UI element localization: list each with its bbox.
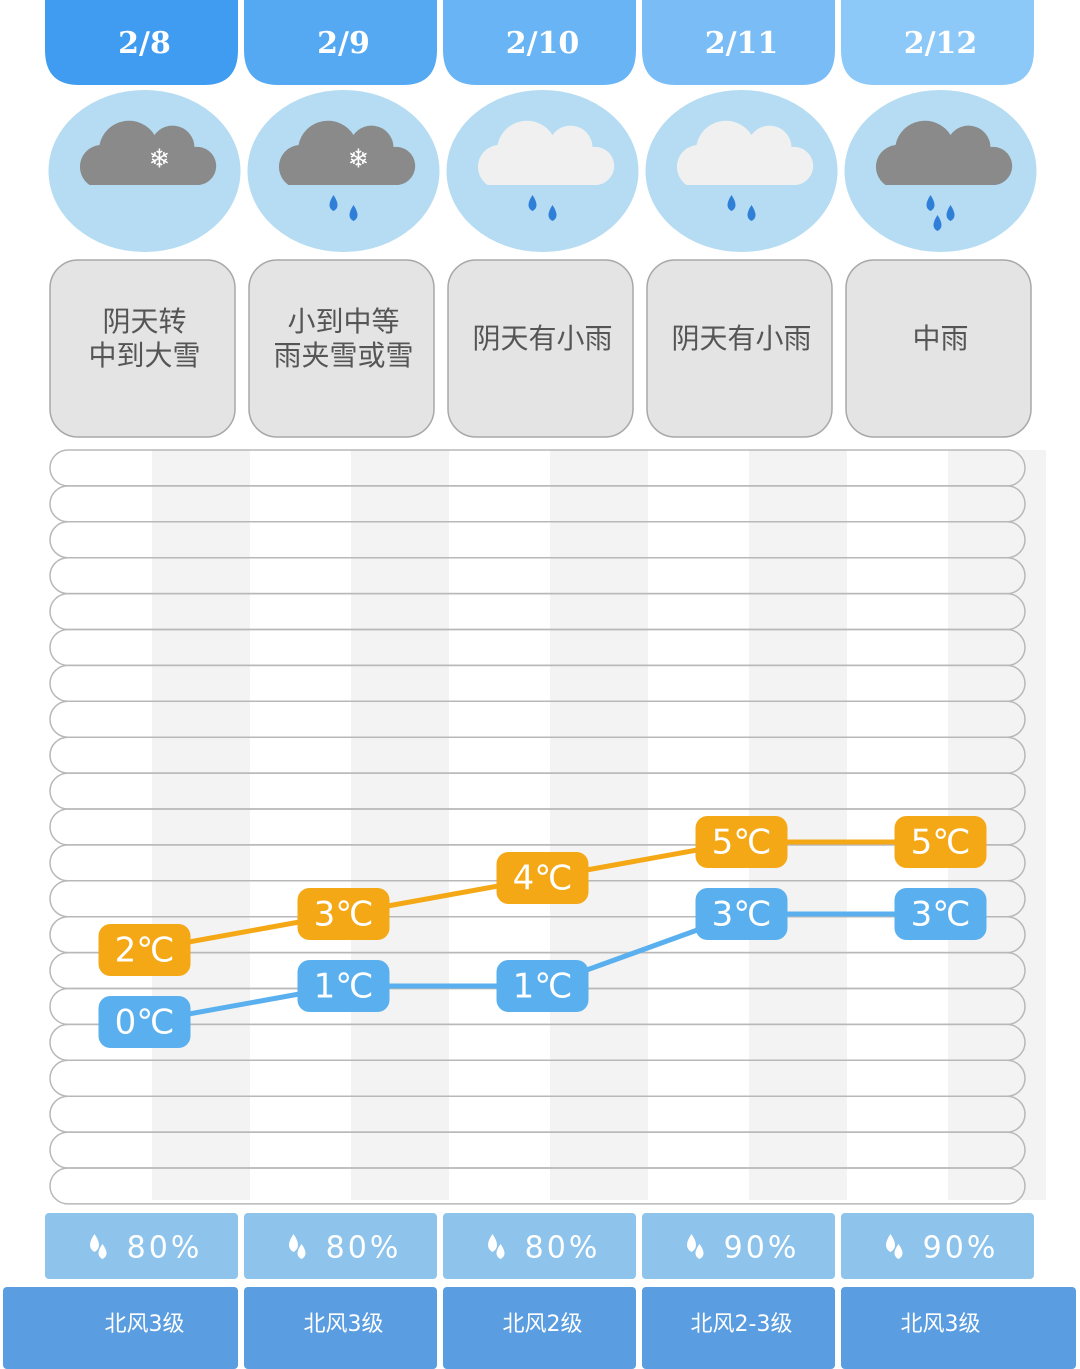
temperature-marker: [297, 960, 390, 1012]
date-label: 2/9: [317, 26, 370, 61]
temperature-marker: [695, 888, 788, 940]
date-tab: [841, 0, 1034, 85]
temperature-marker: [98, 924, 191, 976]
condition-text: 中到大雪: [88, 339, 200, 372]
drop-icon: [289, 1234, 306, 1259]
date-label: 2/8: [118, 26, 171, 61]
temperature-label: 0℃: [115, 1003, 175, 1043]
column-shade: [152, 450, 250, 1200]
temperature-marker: [894, 888, 987, 940]
date-tab: [443, 0, 636, 85]
precipitation-label: 80%: [127, 1231, 203, 1266]
temperature-marker: [496, 852, 589, 904]
rain-drop: [933, 215, 942, 231]
drop-icon: [886, 1234, 903, 1259]
snowflake: ❄: [149, 145, 171, 175]
wind-label: 北风2-3级: [691, 1312, 793, 1337]
rain-drop: [946, 205, 955, 221]
temperature-label: 1℃: [314, 967, 374, 1007]
drop-icon: [488, 1234, 505, 1259]
temperature-label: 3℃: [712, 895, 772, 935]
temperature-label: 1℃: [513, 967, 573, 1007]
precipitation-box: [841, 1213, 1034, 1279]
precipitation-box: [642, 1213, 835, 1279]
wind-box: [841, 1287, 1076, 1369]
temperature-label: 2℃: [115, 931, 175, 971]
condition-box: [49, 259, 236, 438]
column-shade: [550, 450, 648, 1200]
temperature-label: 4℃: [513, 859, 573, 899]
temperature-marker: [297, 888, 390, 940]
precipitation-box: [45, 1213, 238, 1279]
temperature-marker: [98, 996, 191, 1048]
drop-icon: [687, 1234, 704, 1259]
temperature-marker: [894, 816, 987, 868]
date-tab: [244, 0, 437, 85]
wind-label: 北风3级: [304, 1312, 384, 1337]
precipitation-box: [443, 1213, 636, 1279]
temperature-marker: [695, 816, 788, 868]
date-label: 2/11: [705, 26, 779, 61]
column-shade: [351, 450, 449, 1200]
date-label: 2/12: [904, 26, 978, 61]
condition-text: 阴天有小雨: [472, 322, 612, 355]
wind-box: [642, 1287, 835, 1369]
condition-box: [447, 259, 634, 438]
wind-box: [3, 1287, 238, 1369]
rain-drop: [926, 195, 935, 211]
temperature-marker: [496, 960, 589, 1012]
condition-text: 雨夹雪或雪: [273, 339, 413, 372]
date-tab: [642, 0, 835, 85]
rain-drop: [727, 195, 736, 211]
temperature-label: 5℃: [712, 823, 772, 863]
precipitation-label: 90%: [923, 1231, 999, 1266]
wind-box: [443, 1287, 636, 1369]
temperature-label: 3℃: [911, 895, 971, 935]
snowflake: ❄: [348, 145, 370, 175]
condition-box: [845, 259, 1032, 438]
rain-drop: [548, 205, 557, 221]
row-stripe: [49, 1167, 1026, 1205]
condition-box: [248, 259, 435, 438]
condition-text: 中雨: [912, 322, 968, 355]
temperature-label: 5℃: [911, 823, 971, 863]
wind-box: [244, 1287, 437, 1369]
temperature-label: 3℃: [314, 895, 374, 935]
condition-text: 小到中等: [287, 305, 399, 338]
wind-label: 北风3级: [901, 1312, 981, 1337]
condition-text: 阴天有小雨: [671, 322, 811, 355]
precipitation-box: [244, 1213, 437, 1279]
date-label: 2/10: [506, 26, 580, 61]
precipitation-label: 90%: [724, 1231, 800, 1266]
cloud-icon: [79, 120, 217, 185]
cloud-icon: [477, 120, 615, 185]
wind-label: 北风2级: [503, 1312, 583, 1337]
rain-drop: [329, 195, 338, 211]
wind-label: 北风3级: [105, 1312, 185, 1337]
cloud-icon: [278, 120, 416, 185]
precipitation-label: 80%: [326, 1231, 402, 1266]
precipitation-label: 80%: [525, 1231, 601, 1266]
rain-drop: [528, 195, 537, 211]
condition-text: 阴天转: [102, 305, 186, 338]
cloud-icon: [875, 120, 1013, 185]
rain-drop: [349, 205, 358, 221]
rain-drop: [747, 205, 756, 221]
date-tab: [45, 0, 238, 85]
cloud-icon: [676, 120, 814, 185]
condition-box: [646, 259, 833, 438]
drop-icon: [90, 1234, 107, 1259]
